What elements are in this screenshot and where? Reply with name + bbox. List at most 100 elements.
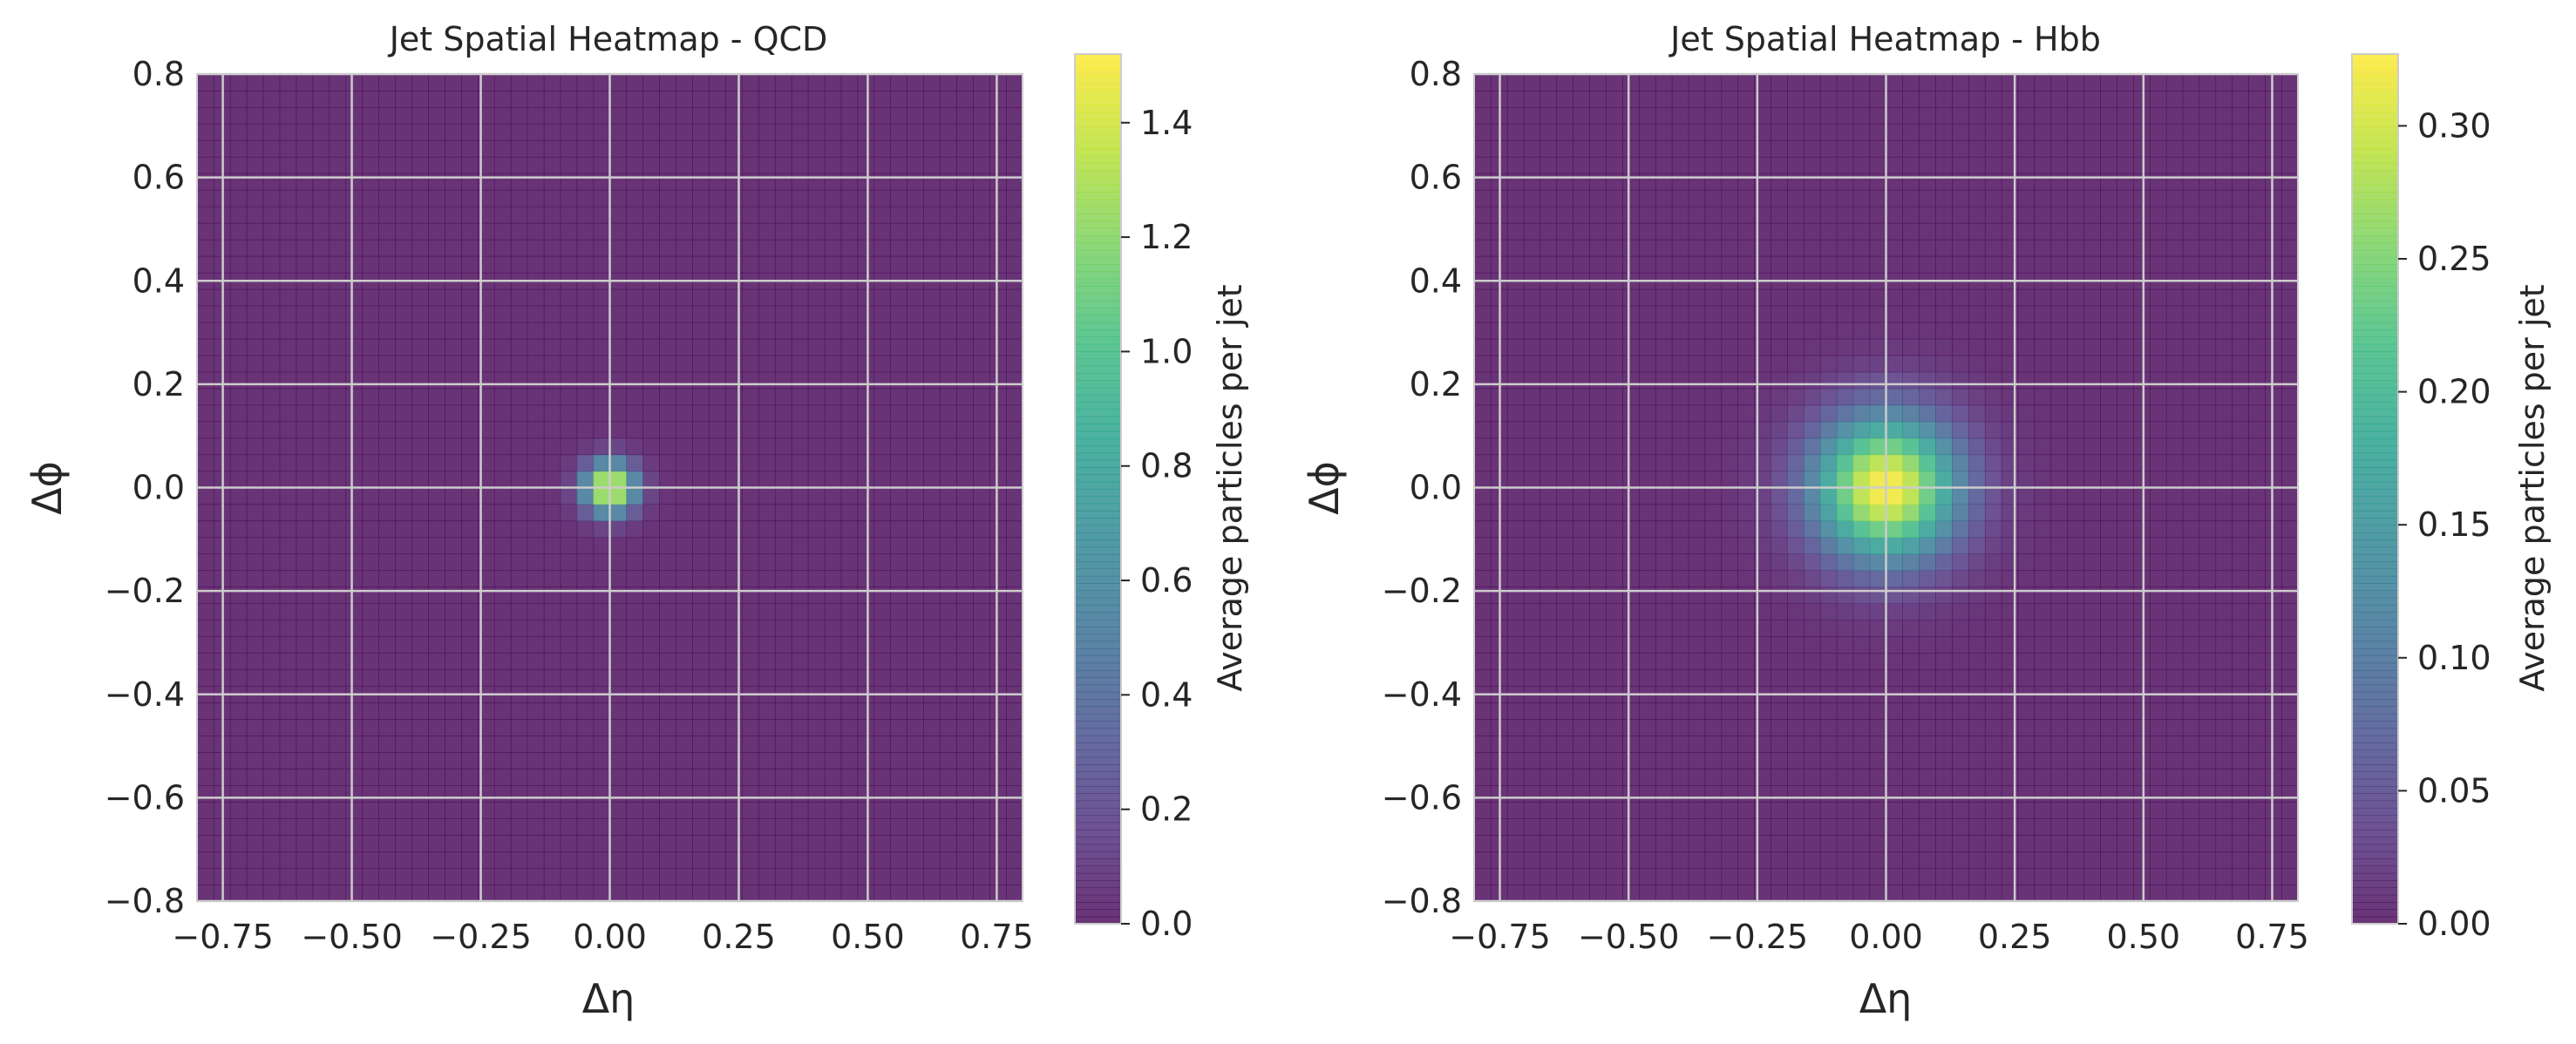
heatmap-cell <box>890 520 908 539</box>
heatmap-cell <box>642 885 660 902</box>
heatmap-cell <box>626 851 643 869</box>
heatmap-cell <box>2149 123 2167 141</box>
heatmap-cell <box>1704 255 1723 274</box>
heatmap-cell <box>824 785 842 803</box>
heatmap-cell <box>1573 736 1590 753</box>
heatmap-cell <box>1935 620 1953 637</box>
heatmap-cell <box>1836 454 1854 472</box>
heatmap-cell <box>824 487 842 505</box>
heatmap-cell <box>1523 487 1541 505</box>
heatmap-cell <box>890 74 908 92</box>
heatmap-cell <box>1968 537 1986 555</box>
colorbar-segment <box>1075 148 1121 157</box>
heatmap-cell <box>2117 636 2134 654</box>
heatmap-cell <box>1984 802 2002 819</box>
heatmap-cell <box>279 139 297 158</box>
heatmap-cell <box>197 189 214 207</box>
heatmap-cell <box>940 603 957 620</box>
heatmap-cell <box>1721 106 1738 125</box>
heatmap-cell <box>1573 669 1590 687</box>
heatmap-cell <box>1804 371 1821 390</box>
heatmap-cell <box>262 669 281 687</box>
heatmap-cell <box>445 603 462 620</box>
heatmap-cell <box>1539 752 1558 769</box>
heatmap-cell <box>1886 487 1903 505</box>
heatmap-cell <box>1539 851 1558 869</box>
heatmap-cell <box>1655 305 1673 323</box>
heatmap-cell <box>1573 818 1590 836</box>
heatmap-cell <box>1506 719 1525 736</box>
heatmap-cell <box>1704 471 1723 489</box>
heatmap-cell <box>1737 421 1755 439</box>
heatmap-cell <box>279 851 297 869</box>
heatmap-cell <box>1589 139 1607 158</box>
heatmap-cell <box>1573 586 1590 604</box>
heatmap-cell <box>1622 454 1640 472</box>
heatmap-cell <box>1771 553 1788 571</box>
heatmap-cell <box>1952 421 1969 439</box>
heatmap-cell <box>1886 802 1903 819</box>
heatmap-cell <box>1968 653 1986 670</box>
heatmap-cell <box>527 305 545 323</box>
heatmap-cell <box>593 669 611 687</box>
heatmap-cell <box>2117 139 2134 158</box>
heatmap-cell <box>890 851 908 869</box>
heatmap-cell <box>1754 835 1771 852</box>
heatmap-cell <box>907 123 924 141</box>
heatmap-cell <box>1902 702 1920 720</box>
heatmap-cell <box>2182 322 2200 340</box>
heatmap-cell <box>1721 620 1738 637</box>
heatmap-cell <box>907 139 924 158</box>
heatmap-cell <box>642 719 660 736</box>
heatmap-cell <box>1655 653 1673 670</box>
heatmap-cell <box>527 156 545 174</box>
heatmap-cell <box>246 802 264 819</box>
heatmap-cell <box>1688 338 1706 356</box>
heatmap-cell <box>329 570 347 587</box>
heatmap-cell <box>923 156 941 174</box>
heatmap-cell <box>229 818 248 836</box>
heatmap-cell <box>510 818 528 836</box>
heatmap-cell <box>2034 206 2052 224</box>
heatmap-cell <box>758 139 776 158</box>
heatmap-cell <box>1688 222 1706 241</box>
heatmap-cell <box>1935 520 1953 539</box>
heatmap-cell <box>956 570 974 587</box>
heatmap-cell <box>774 818 792 836</box>
heatmap-cell <box>1935 173 1953 191</box>
heatmap-cell <box>1902 520 1920 539</box>
heatmap-cell <box>1804 653 1821 670</box>
heatmap-cell <box>1919 653 1936 670</box>
heatmap-cell <box>2165 106 2184 125</box>
heatmap-cell <box>1852 702 1871 720</box>
heatmap-cell <box>1639 802 1656 819</box>
heatmap-cell <box>2117 818 2134 836</box>
heatmap-cell <box>1523 736 1541 753</box>
heatmap-cell <box>2017 355 2036 373</box>
heatmap-cell <box>262 206 281 224</box>
heatmap-cell <box>1639 404 1656 423</box>
heatmap-cell <box>824 404 842 423</box>
heatmap-cell <box>1589 636 1607 654</box>
heatmap-cell <box>2165 487 2184 505</box>
heatmap-cell <box>1589 471 1607 489</box>
heatmap-cell <box>1006 388 1023 406</box>
colorbar-segment <box>1075 880 1121 889</box>
heatmap-cell <box>2133 586 2151 604</box>
heatmap-cell <box>411 636 429 654</box>
heatmap-cell <box>527 769 545 786</box>
heatmap-cell <box>1935 653 1953 670</box>
heatmap-cell <box>758 736 776 753</box>
heatmap-cell <box>1671 322 1689 340</box>
heatmap-cell <box>2017 570 2036 587</box>
heatmap-cell <box>411 702 429 720</box>
heatmap-cell <box>2133 504 2151 522</box>
heatmap-cell <box>2133 835 2151 852</box>
heatmap-cell <box>411 736 429 753</box>
heatmap-cell <box>1573 437 1590 456</box>
heatmap-cell <box>262 620 281 637</box>
heatmap-cell <box>1902 487 1920 505</box>
heatmap-cell <box>1754 851 1771 869</box>
heatmap-cell <box>2182 785 2200 803</box>
heatmap-cell <box>709 885 726 902</box>
